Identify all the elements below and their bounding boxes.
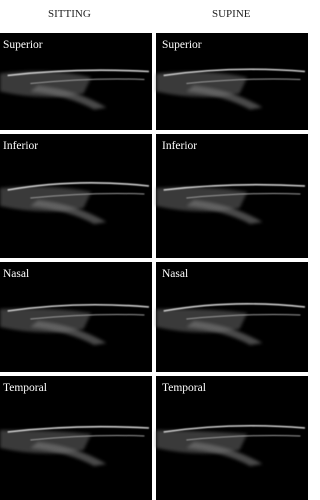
tissue-haze [0, 71, 92, 98]
panel-label: Nasal [162, 268, 188, 280]
tissue-line [163, 183, 306, 191]
image-panel: Superior [0, 33, 152, 130]
panel-label: Superior [3, 39, 43, 51]
image-panel: Superior [156, 33, 308, 130]
tissue-line [186, 193, 301, 199]
tissue-haze [156, 430, 248, 454]
tissue-wedge [186, 85, 263, 110]
panel-label: Inferior [162, 140, 197, 152]
tissue-line [7, 182, 150, 191]
column-header: SUPINE [212, 8, 251, 20]
tissue-line [7, 303, 150, 312]
image-panel: Temporal [156, 376, 308, 500]
tissue-haze [0, 186, 92, 212]
tissue-line [30, 78, 145, 84]
tissue-wedge [186, 442, 263, 466]
tissue-wedge [186, 200, 263, 224]
tissue-wedge [30, 200, 107, 224]
panel-label: Superior [162, 39, 202, 51]
column-header: SITTING [48, 8, 91, 20]
tissue-wedge [30, 321, 107, 345]
tissue-line [163, 424, 306, 433]
image-panel: Inferior [156, 134, 308, 258]
figure: SITTING SUPINE Superior Superior Inferior I… [0, 8, 308, 500]
panel-label: Nasal [3, 268, 29, 280]
tissue-wedge [30, 442, 107, 466]
image-panel: Nasal [156, 262, 308, 372]
tissue-wedge [30, 85, 107, 110]
panel-label: Temporal [162, 382, 206, 394]
tissue-line [186, 78, 301, 84]
image-panel: Temporal [0, 376, 152, 500]
tissue-haze [156, 71, 248, 98]
tissue-line [30, 314, 145, 320]
tissue-haze [0, 308, 92, 333]
image-panel: Inferior [0, 134, 152, 258]
tissue-line [163, 303, 306, 312]
image-panel: Nasal [0, 262, 152, 372]
panel-label: Inferior [3, 140, 38, 152]
tissue-line [186, 314, 301, 320]
tissue-line [7, 69, 150, 77]
tissue-line [7, 425, 150, 433]
tissue-haze [156, 308, 248, 333]
tissue-line [30, 193, 145, 199]
tissue-wedge [186, 321, 263, 345]
tissue-haze [0, 430, 92, 454]
tissue-haze [156, 187, 248, 212]
tissue-line [30, 435, 145, 441]
panel-label: Temporal [3, 382, 47, 394]
tissue-line [186, 435, 301, 441]
tissue-line [163, 68, 306, 77]
panel-grid: Superior Superior Inferior Inferior Nasal Nas… [0, 33, 308, 500]
